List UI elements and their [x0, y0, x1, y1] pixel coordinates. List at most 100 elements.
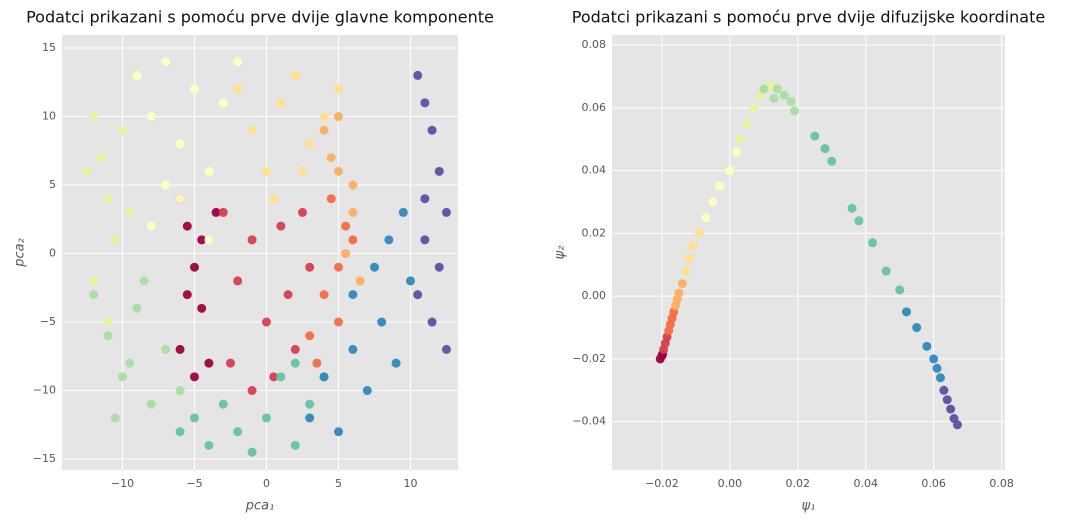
- point: [189, 84, 199, 94]
- point: [218, 399, 228, 409]
- point: [779, 90, 789, 100]
- point: [333, 427, 343, 437]
- point: [362, 386, 372, 396]
- point: [233, 57, 243, 67]
- point: [348, 180, 358, 190]
- point: [319, 125, 329, 135]
- point: [929, 354, 939, 364]
- point: [694, 228, 704, 238]
- point: [247, 235, 257, 245]
- point: [103, 331, 113, 341]
- point: [674, 288, 684, 298]
- point: [434, 262, 444, 272]
- point: [103, 317, 113, 327]
- x-tick-label: 0.04: [853, 477, 878, 490]
- point: [247, 125, 257, 135]
- point: [355, 276, 365, 286]
- y-tick-label: 5: [49, 178, 56, 191]
- point: [922, 341, 932, 351]
- x-tick-label: 0.02: [786, 477, 811, 490]
- point: [117, 372, 127, 382]
- point: [912, 323, 922, 333]
- point: [225, 358, 235, 368]
- point: [117, 125, 127, 135]
- point: [326, 153, 336, 163]
- x-tick-label: 0: [263, 477, 270, 490]
- point: [735, 134, 745, 144]
- point: [384, 235, 394, 245]
- point: [132, 303, 142, 313]
- point: [420, 235, 430, 245]
- point: [276, 98, 286, 108]
- point: [715, 181, 725, 191]
- point: [161, 180, 171, 190]
- y-axis-label: ψ₂: [553, 246, 568, 260]
- point: [261, 166, 271, 176]
- point: [413, 290, 423, 300]
- y-tick-label: 0: [49, 247, 56, 260]
- point: [420, 98, 430, 108]
- point: [189, 262, 199, 272]
- point: [269, 194, 279, 204]
- y-tick-label: 0.02: [582, 226, 607, 239]
- point: [952, 420, 962, 430]
- point: [197, 303, 207, 313]
- point: [175, 427, 185, 437]
- point: [197, 235, 207, 245]
- point: [175, 344, 185, 354]
- point: [701, 213, 711, 223]
- y-tick-label: −0.04: [572, 415, 606, 428]
- point: [341, 249, 351, 259]
- point: [827, 156, 837, 166]
- point: [211, 207, 221, 217]
- point: [677, 279, 687, 289]
- point: [786, 97, 796, 107]
- point: [398, 207, 408, 217]
- y-tick-label: 0.04: [582, 164, 607, 177]
- y-tick-label: −0.02: [572, 352, 606, 365]
- y-tick-label: −5: [40, 315, 56, 328]
- x-tick-label: 0.08: [989, 477, 1014, 490]
- y-tick-label: 0.00: [582, 289, 607, 302]
- point: [233, 276, 243, 286]
- point: [139, 276, 149, 286]
- point: [319, 372, 329, 382]
- point: [247, 447, 257, 457]
- point: [441, 344, 451, 354]
- point: [218, 207, 228, 217]
- point: [233, 427, 243, 437]
- point: [348, 344, 358, 354]
- point: [759, 84, 769, 94]
- y-tick-label: 0.06: [582, 101, 607, 114]
- point: [132, 70, 142, 80]
- x-tick-label: −5: [186, 477, 202, 490]
- point: [146, 399, 156, 409]
- point: [789, 106, 799, 116]
- y-tick-label: 0.08: [582, 38, 607, 51]
- x-tick-label: 10: [403, 477, 417, 490]
- point: [204, 440, 214, 450]
- point: [441, 207, 451, 217]
- plot-area: [612, 35, 1005, 470]
- point: [348, 207, 358, 217]
- point: [146, 112, 156, 122]
- point: [276, 221, 286, 231]
- point: [326, 194, 336, 204]
- point: [946, 404, 956, 414]
- point: [261, 317, 271, 327]
- point: [146, 221, 156, 231]
- point: [413, 70, 423, 80]
- point: [283, 290, 293, 300]
- x-tick-label: −10: [111, 477, 134, 490]
- point: [810, 131, 820, 141]
- point: [290, 70, 300, 80]
- point: [820, 144, 830, 154]
- point: [297, 166, 307, 176]
- x-tick-label: 5: [335, 477, 342, 490]
- point: [269, 372, 279, 382]
- point: [89, 112, 99, 122]
- point: [182, 221, 192, 231]
- point: [427, 317, 437, 327]
- point: [742, 119, 752, 129]
